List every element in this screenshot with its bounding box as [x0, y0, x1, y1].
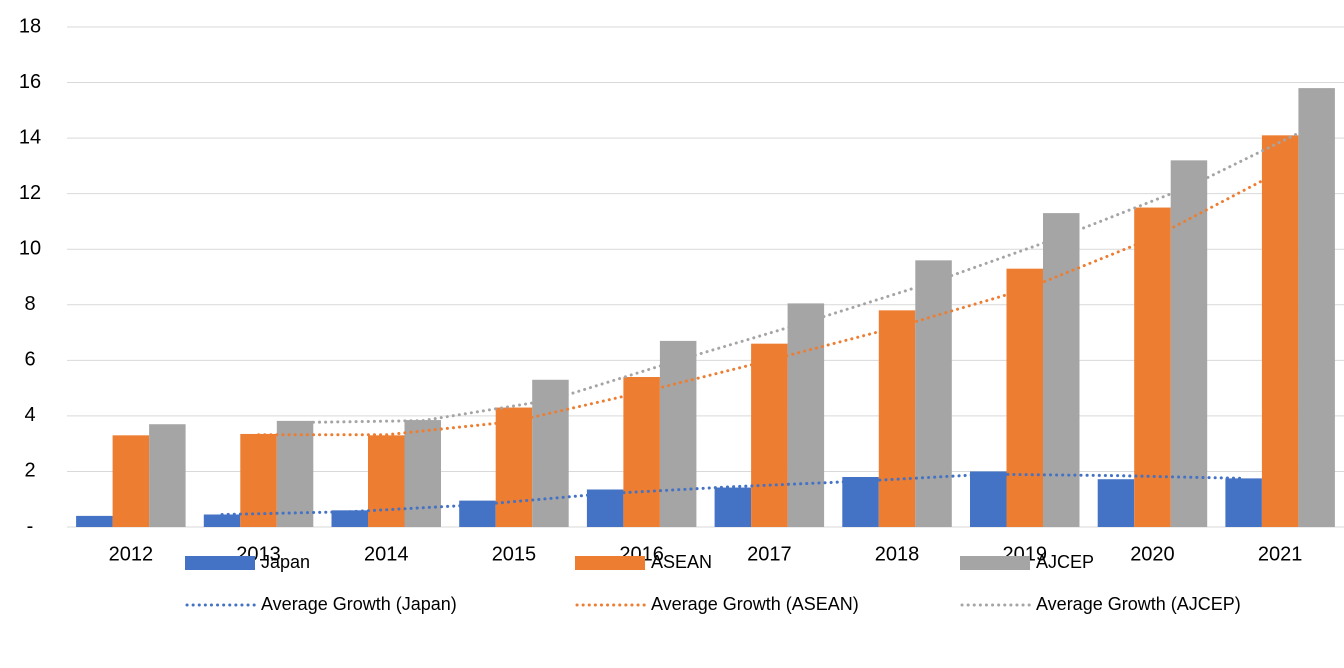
x-tick-label: 2017: [747, 543, 792, 565]
bar: [714, 487, 752, 527]
y-tick-label: 14: [19, 126, 41, 148]
bar: [112, 435, 150, 527]
bar: [404, 420, 441, 527]
bar: [276, 420, 314, 527]
y-tick-label: 6: [24, 349, 35, 371]
y-tick-label: 2: [24, 460, 35, 482]
bar: [842, 477, 879, 527]
bar: [240, 433, 277, 527]
x-tick-label: 2015: [492, 543, 537, 565]
bar: [368, 435, 405, 527]
bar: [659, 340, 697, 527]
bar: [787, 303, 825, 527]
bar: [623, 377, 660, 527]
bar: [1225, 478, 1262, 527]
legend-label: Average Growth (ASEAN): [651, 594, 859, 614]
y-tick-label: 10: [19, 238, 41, 260]
bar: [751, 343, 788, 527]
bar: [331, 510, 368, 527]
y-tick-label: 8: [24, 293, 35, 315]
bar: [1298, 88, 1335, 527]
legend-swatch: [185, 556, 255, 570]
bar: [878, 310, 916, 527]
legend-label: Japan: [261, 552, 310, 572]
bar: [915, 260, 952, 527]
y-tick-label: 12: [19, 182, 41, 204]
legend-swatch: [960, 556, 1030, 570]
y-tick-label: -: [27, 515, 34, 537]
legend-label: AJCEP: [1036, 552, 1094, 572]
bar: [1170, 160, 1208, 528]
trend-line: [293, 122, 1319, 425]
x-tick-label: 2020: [1130, 543, 1175, 565]
bar: [203, 514, 241, 527]
bar: [970, 471, 1007, 527]
bar: [1043, 213, 1080, 527]
bar: [495, 407, 533, 527]
y-tick-label: 16: [19, 71, 41, 93]
bar: [1097, 479, 1135, 527]
legend-label: ASEAN: [651, 552, 712, 572]
bar: [1134, 207, 1171, 528]
legend-label: Average Growth (AJCEP): [1036, 594, 1241, 614]
y-tick-label: 18: [19, 15, 41, 37]
bar: [76, 515, 113, 527]
legend-swatch: [575, 556, 645, 570]
trend-line: [220, 472, 1246, 516]
bar: [149, 424, 186, 527]
bar: [532, 379, 569, 527]
x-tick-label: 2014: [364, 543, 409, 565]
y-tick-label: 4: [24, 404, 35, 426]
x-tick-label: 2012: [109, 543, 154, 565]
x-tick-label: 2018: [875, 543, 920, 565]
trend-line: [257, 169, 1282, 437]
bar: [1006, 268, 1043, 527]
legend-label: Average Growth (Japan): [261, 594, 457, 614]
bar: [1261, 135, 1299, 528]
x-tick-label: 2021: [1258, 543, 1303, 565]
